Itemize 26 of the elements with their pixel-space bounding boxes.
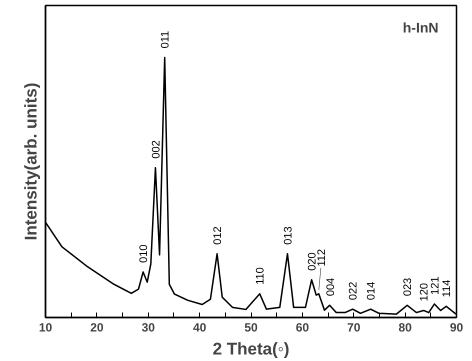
x-tick-label: 20 [90,320,104,334]
x-tick-label: 90 [450,320,464,334]
annotation: 013 [282,226,294,245]
x-tick-label: 30 [142,320,156,334]
x-tick-label: 10 [38,320,52,334]
annotation: 120 [418,283,431,302]
annotation: 022 [348,282,360,300]
annotation: 110 [254,267,267,285]
annotation: 012 [212,226,224,245]
annotation: 011 [160,30,172,48]
x-tick-label: 60 [296,320,310,334]
text: h-InN [402,20,438,36]
annotation: 004 [325,278,338,296]
x-tick-label: 80 [398,320,412,334]
x-axis-title: 2 Theta(◦) [212,340,290,358]
annotation: 114 [441,280,454,298]
x-tick-label: 50 [244,320,258,334]
annotation: 010 [138,244,150,263]
annotation: 112 [316,248,328,267]
annotation: 023 [402,278,414,296]
x-tick-label: 40 [192,320,207,334]
annotation: 014 [366,282,378,300]
annotation: 121 [429,276,442,295]
y-axis-title: Intensity(arb. units) [22,82,40,240]
annotation: 002 [150,140,162,159]
x-tick-label: 70 [347,320,361,334]
